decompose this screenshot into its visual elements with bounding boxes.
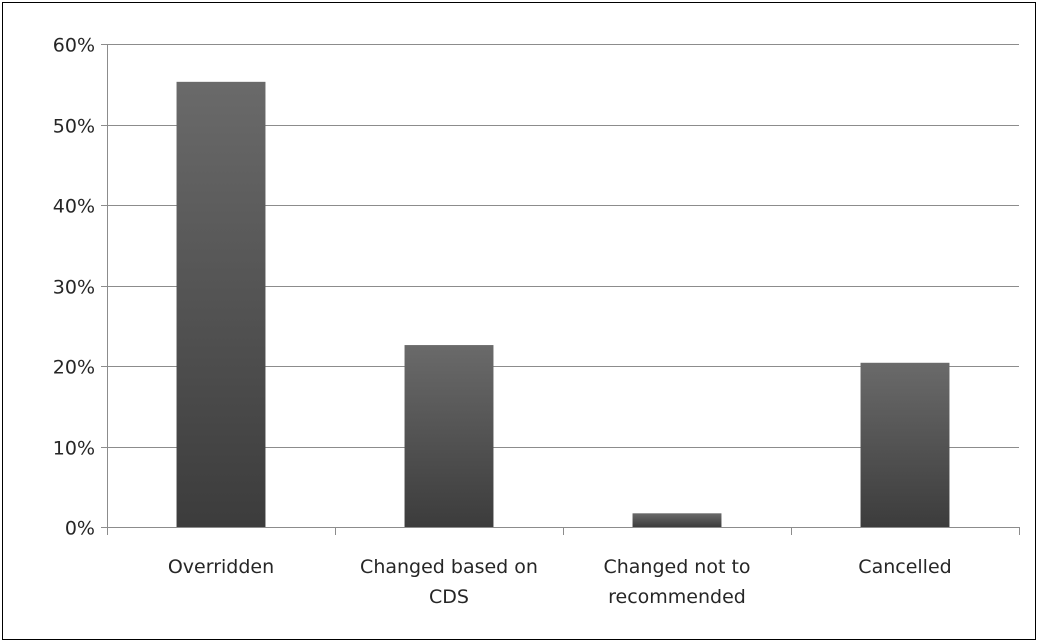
y-tick-label: 30% [53,277,95,299]
bar [176,81,266,528]
x-category-label: Cancelled [858,556,951,578]
axes [101,44,1020,535]
y-tick-label: 0% [65,518,95,540]
y-tick-label: 20% [53,357,95,379]
y-tick-label: 60% [53,35,95,57]
y-tick-label: 40% [53,196,95,218]
bar-chart: 0% 10% 20% 30% 40% 50% 60% Overridden Changed b… [53,35,1020,608]
bar [404,345,494,527]
x-category-label: recommended [608,586,746,608]
x-category-label: Changed not to [603,556,750,578]
bar [632,513,722,527]
x-category-label: Changed based on [360,556,538,578]
y-tick-label: 10% [53,438,95,460]
bar [860,362,950,527]
bars [176,81,950,528]
x-category-label: CDS [429,586,469,608]
y-tick-label: 50% [53,116,95,138]
y-tick-labels: 0% 10% 20% 30% 40% 50% 60% [53,35,95,540]
x-category-labels: Overridden Changed based on CDS Changed not… [168,556,952,608]
x-category-label: Overridden [168,556,274,578]
